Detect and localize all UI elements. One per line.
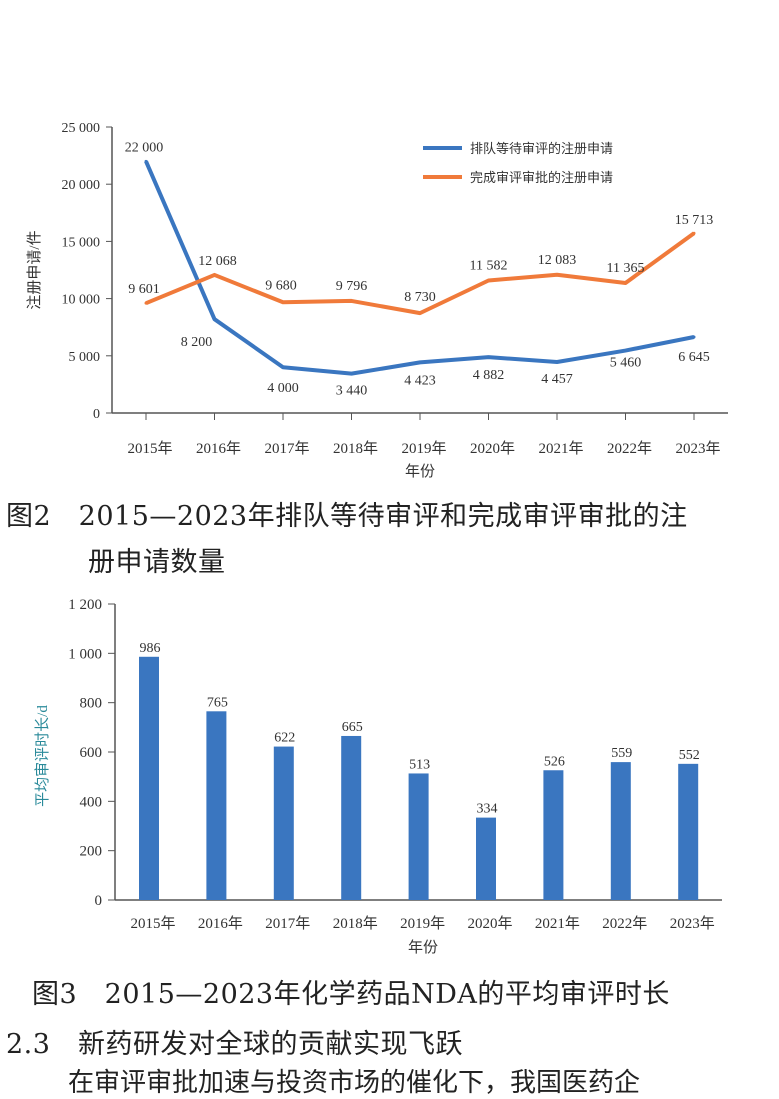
data-point [418,360,422,364]
x-tick-label: 2017年 [264,440,309,457]
data-label: 3 440 [336,384,368,399]
x-tick-label: 2017年 [265,915,310,932]
data-label: 9 796 [336,279,368,294]
x-tick-label: 2018年 [333,915,378,932]
bar-value-label: 765 [207,695,228,710]
data-point [487,279,490,283]
data-label: 12 068 [198,254,237,269]
data-label: 9 680 [265,278,297,293]
data-label: 15 713 [675,213,714,228]
data-point [281,300,285,304]
data-label: 4 457 [541,372,573,387]
bar [341,735,362,900]
x-tick-label: 2019年 [401,440,446,457]
x-tick-label: 2021年 [538,440,583,457]
data-point [350,299,353,303]
x-tick-label: 2015年 [130,915,175,932]
figure3-caption: 图3 2015—2023年化学药品NDA的平均审评时长 [32,979,670,1010]
data-label: 5 460 [610,356,642,371]
bar [476,817,496,900]
y-tick-label: 200 [80,844,103,860]
y-axis-title: 平均审评时长/d [34,705,51,807]
x-tick-label: 2023年 [670,915,715,932]
bar-value-label: 622 [274,731,295,746]
data-point [624,281,627,285]
x-tick-label: 2020年 [467,915,512,932]
x-tick-label: 2022年 [602,915,647,932]
bar-value-label: 559 [611,746,632,761]
bar-value-label: 526 [544,754,565,769]
x-tick-label: 2016年 [196,440,241,457]
line-chart-registration-applications: 0 5 000 10 000 15 000 20 000 25 000 2015年 2016年… [26,121,728,480]
data-label: 4 000 [267,381,299,396]
data-point [555,273,559,277]
y-tick-label: 20 000 [62,178,101,193]
x-tick-label: 2020年 [470,440,515,457]
y-tick-label: 600 [80,745,103,761]
bar [408,773,429,900]
bar-value-label: 552 [679,748,700,763]
y-axis-title: 注册申请/件 [26,230,43,309]
bar [678,763,699,900]
data-point [281,365,285,369]
data-point [692,231,696,235]
data-label: 11 365 [607,261,645,276]
y-tick-label: 10 000 [62,293,101,308]
data-point [487,355,490,359]
data-label: 4 882 [473,368,505,383]
x-tick-label: 2018年 [333,440,378,457]
figure2-caption-line2: 册申请数量 [88,547,226,578]
bar-value-label: 986 [140,641,161,656]
data-point [692,335,696,339]
x-axis-title: 年份 [408,939,438,956]
data-label: 6 645 [678,350,710,365]
x-axis-title: 年份 [405,463,435,480]
y-tick-label: 0 [93,407,100,422]
data-point [350,372,353,376]
data-point [213,273,216,277]
bar [139,656,159,900]
bar-value-label: 513 [409,757,430,772]
data-label: 12 083 [538,253,577,268]
legend-label: 完成审评审批的注册申请 [470,170,613,185]
y-tick-label: 15 000 [62,235,101,250]
bar-value-label: 665 [342,720,363,735]
y-tick-label: 400 [80,794,103,810]
data-label: 22 000 [125,140,164,155]
data-point [555,360,559,364]
x-tick-label: 2016年 [198,915,243,932]
y-tick-label: 0 [95,893,103,909]
x-tick-label: 2021年 [535,915,580,932]
y-tick-label: 1 200 [68,597,102,613]
x-tick-label: 2022年 [607,440,652,457]
data-label: 9 601 [128,282,160,297]
y-tick-label: 25 000 [62,121,101,136]
data-point [144,301,148,305]
y-tick-label: 1 000 [68,646,102,662]
bar [206,711,227,900]
data-point [144,159,148,163]
figure2-caption-line1: 图2 2015—2023年排队等待审评和完成审评审批的注 [6,501,688,532]
y-tick-label: 800 [80,696,103,712]
bar [610,762,631,900]
body-paragraph: 在审评审批加速与投资市场的催化下，我国医药企 [68,1068,641,1098]
bar [273,746,294,900]
data-label: 8 200 [181,335,213,350]
data-label: 4 423 [404,373,436,388]
data-label: 8 730 [404,290,436,305]
data-point [418,311,422,315]
y-tick-label: 5 000 [69,350,101,365]
data-point [624,349,627,353]
x-tick-label: 2023年 [675,440,720,457]
x-tick-label: 2015年 [127,440,172,457]
legend-label: 排队等待审评的注册申请 [470,141,613,156]
data-label: 11 582 [470,259,508,274]
bar [543,770,564,900]
bar-value-label: 334 [477,802,498,817]
data-point [213,317,216,321]
bar-chart-average-review-time: 0 200 400 600 800 1 000 1 200 986 2015年 765 2016年 6… [34,597,722,956]
section-heading: 2.3 新药研发对全球的贡献实现飞跃 [6,1029,463,1060]
x-tick-label: 2019年 [400,915,445,932]
